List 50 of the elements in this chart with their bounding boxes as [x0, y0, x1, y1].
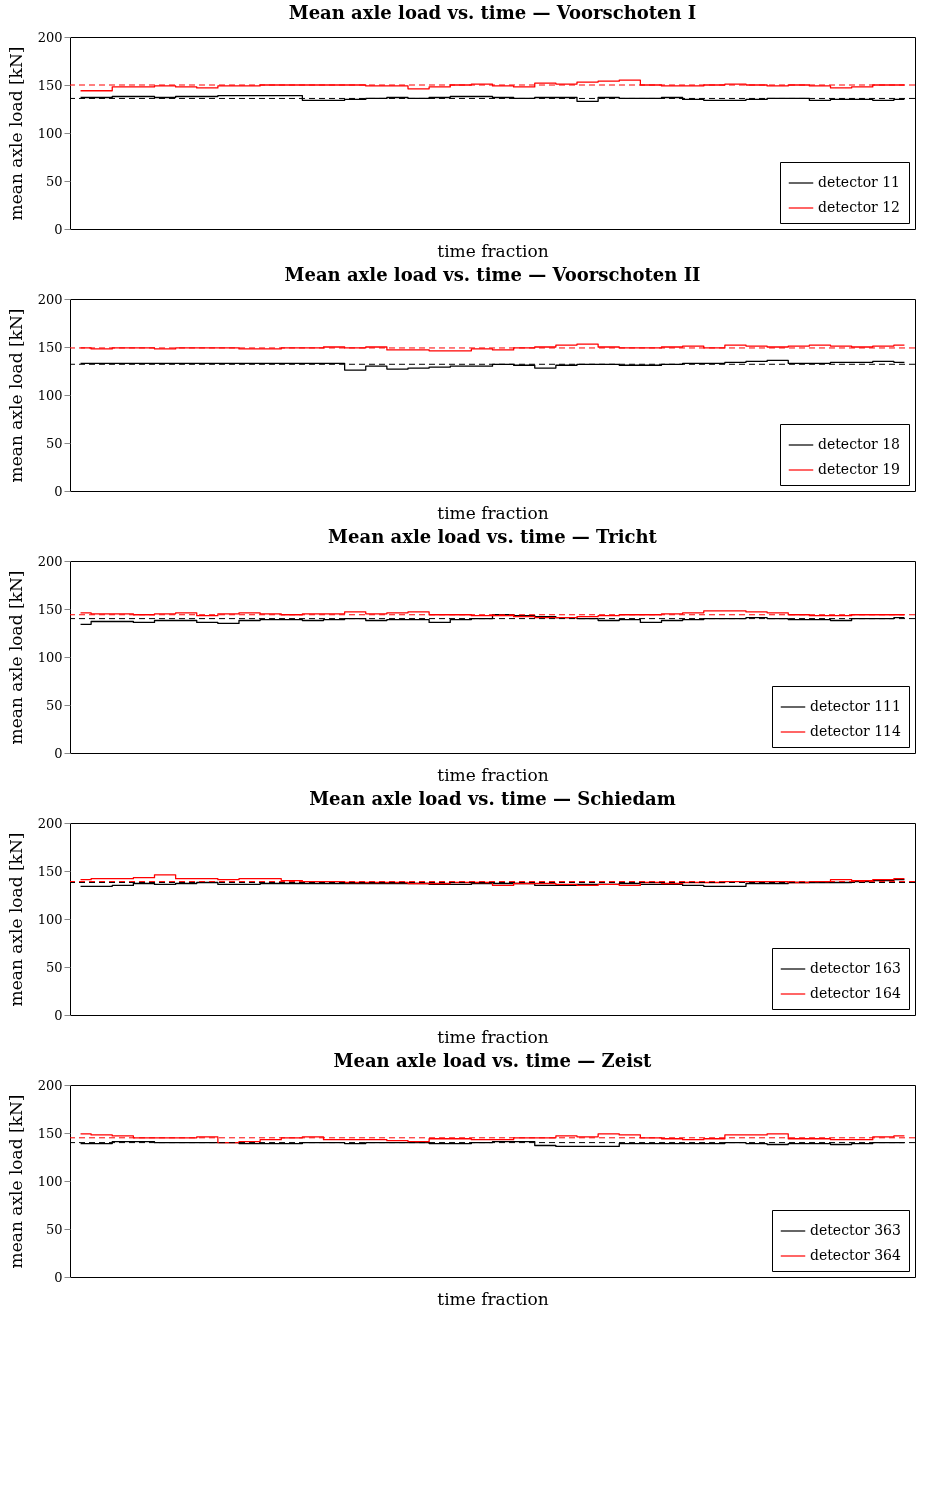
y-tick-label: 0: [54, 1269, 63, 1285]
legend-label: detector 111: [810, 698, 901, 714]
legend-label: detector 364: [810, 1247, 902, 1263]
y-axis-title: mean axle load [kN]: [5, 308, 26, 483]
legend-label: detector 11: [818, 174, 901, 190]
y-tick-label: 150: [37, 601, 63, 617]
y-tick-label: 200: [37, 29, 63, 45]
y-tick-label: 50: [45, 1221, 63, 1237]
y-tick-label: 150: [37, 863, 63, 879]
y-tick-label: 150: [37, 1125, 63, 1141]
y-axis-title: mean axle load [kN]: [5, 832, 26, 1007]
y-tick-label: 150: [37, 339, 63, 355]
y-tick-label: 50: [45, 697, 63, 713]
legend-label: detector 18: [818, 436, 901, 452]
y-tick-label: 0: [54, 221, 63, 237]
x-axis-title: time fraction: [437, 502, 549, 523]
y-tick-label: 0: [54, 745, 63, 761]
x-axis-title: time fraction: [437, 764, 549, 785]
y-tick-label: 200: [37, 553, 63, 569]
chart-title: Mean axle load vs. time — Schiedam: [309, 788, 676, 809]
legend-label: detector 114: [810, 723, 902, 739]
legend-label: detector 12: [818, 199, 901, 215]
chart-title: Mean axle load vs. time — Tricht: [328, 526, 658, 547]
y-tick-label: 100: [37, 911, 63, 927]
chart-title: Mean axle load vs. time — Voorschoten I: [288, 2, 697, 23]
legend-label: detector 164: [810, 985, 902, 1001]
x-axis-title: time fraction: [437, 1026, 549, 1047]
y-tick-label: 50: [45, 959, 63, 975]
legend-label: detector 163: [810, 960, 901, 976]
chart-title: Mean axle load vs. time — Zeist: [333, 1050, 653, 1071]
x-axis-title: time fraction: [437, 240, 549, 261]
legend-label: detector 19: [818, 461, 901, 477]
y-axis-title: mean axle load [kN]: [5, 570, 26, 745]
y-tick-label: 50: [45, 173, 63, 189]
y-tick-label: 50: [45, 435, 63, 451]
y-tick-label: 0: [54, 1007, 63, 1023]
chart-title: Mean axle load vs. time — Voorschoten II: [284, 264, 701, 285]
x-axis-title: time fraction: [437, 1288, 549, 1309]
y-tick-label: 200: [37, 815, 63, 831]
y-tick-label: 100: [37, 649, 63, 665]
y-tick-label: 100: [37, 1173, 63, 1189]
legend-label: detector 363: [810, 1222, 901, 1238]
y-tick-label: 100: [37, 387, 63, 403]
y-tick-label: 200: [37, 291, 63, 307]
y-tick-label: 0: [54, 483, 63, 499]
y-axis-title: mean axle load [kN]: [5, 1094, 26, 1269]
y-tick-label: 150: [37, 77, 63, 93]
y-tick-label: 100: [37, 125, 63, 141]
y-tick-label: 200: [37, 1077, 63, 1093]
y-axis-title: mean axle load [kN]: [5, 46, 26, 221]
